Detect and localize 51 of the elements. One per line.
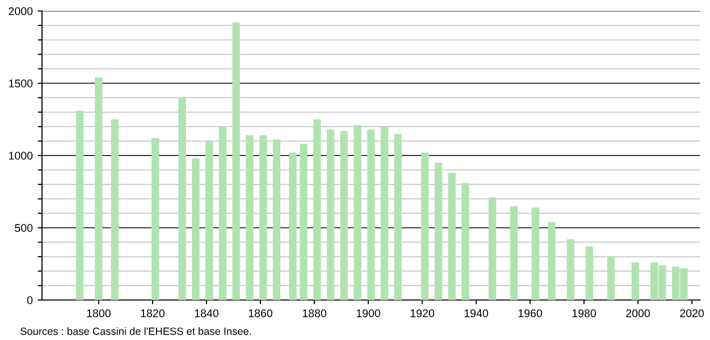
bar [151, 138, 160, 300]
bar [259, 135, 267, 300]
x-tick-label: 1840 [194, 309, 218, 318]
bar [192, 158, 200, 300]
x-tick-label: 1920 [410, 309, 434, 318]
bar [218, 126, 226, 300]
bar [111, 119, 119, 300]
y-tick-label: 1000 [9, 152, 33, 160]
bar [532, 208, 540, 300]
bar [289, 152, 297, 300]
y-tick-label: 2000 [8, 7, 33, 16]
bar [367, 129, 375, 300]
bar [272, 140, 280, 300]
x-tick-label: 2020 [680, 309, 704, 318]
bar [586, 246, 594, 300]
bar [232, 22, 240, 300]
x-tick-label: 1980 [572, 309, 596, 318]
bar [510, 206, 518, 300]
bar [313, 119, 321, 300]
x-tick-label: 2000 [626, 309, 650, 318]
y-tick-label: 0 [27, 296, 33, 304]
bar [380, 126, 388, 300]
bar [76, 110, 84, 300]
bar [354, 125, 362, 300]
bar [566, 239, 574, 300]
x-tick-label: 1900 [356, 309, 380, 318]
y-tick-label: 500 [14, 224, 33, 232]
x-tick-label: 1800 [87, 309, 111, 318]
bar [94, 77, 102, 300]
x-tick-label: 1820 [141, 309, 164, 318]
bar [394, 134, 402, 300]
bar [548, 222, 556, 300]
bar [326, 129, 334, 300]
x-tick-label: 1960 [518, 309, 542, 318]
x-tick-label: 1860 [248, 309, 272, 318]
bar [246, 135, 254, 300]
bar [462, 182, 470, 300]
bar [607, 256, 615, 300]
bar [632, 262, 640, 300]
bar [448, 172, 456, 300]
bar [434, 162, 442, 300]
source-note: Sources : base Cassini de l'EHESS et base Insee. [20, 327, 251, 335]
bar [340, 130, 348, 300]
bar [205, 141, 213, 300]
bar [421, 152, 429, 300]
x-tick-label: 1880 [302, 309, 326, 318]
bar [300, 144, 308, 300]
bar [488, 197, 496, 300]
y-tick-label: 1500 [9, 80, 33, 88]
x-tick-label: 1940 [464, 309, 488, 318]
bar [178, 98, 186, 300]
